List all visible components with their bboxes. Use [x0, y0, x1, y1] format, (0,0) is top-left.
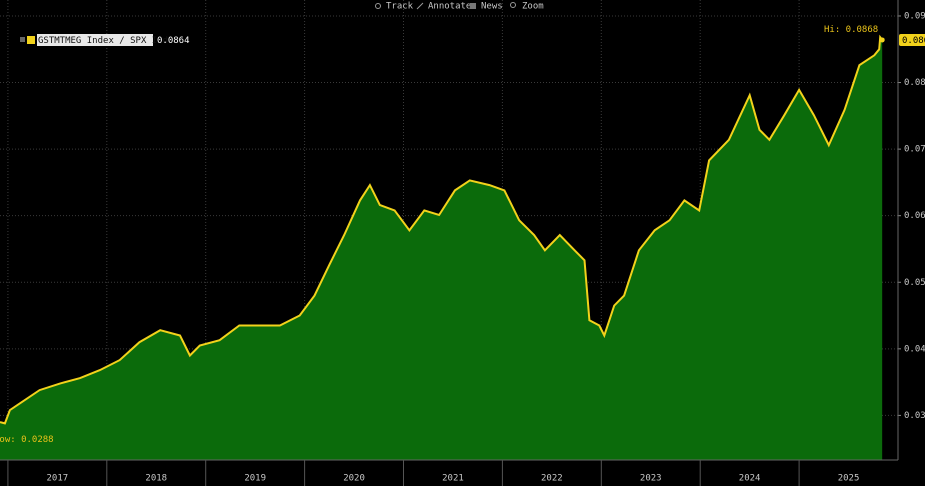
y-tick-label: 0.06	[904, 211, 925, 221]
low-annotation: Low: 0.0288	[0, 435, 54, 445]
x-tick-label: 2017	[47, 474, 69, 484]
toolbar-button[interactable]: Annotate	[428, 2, 471, 12]
toolbar-icon	[510, 2, 516, 8]
x-tick-label: 2025	[838, 474, 860, 484]
toolbar-icon	[470, 3, 476, 9]
legend-label[interactable]: GSTMTMEG Index / SPX Index	[38, 36, 179, 46]
high-annotation: Hi: 0.0868	[824, 25, 878, 35]
x-tick-label: 2018	[145, 474, 167, 484]
y-tick-label: 0.05	[904, 278, 925, 288]
line	[0, 34, 883, 425]
area	[0, 37, 883, 461]
x-tick-label: 2022	[541, 474, 563, 484]
last-value-tag	[899, 33, 925, 46]
x-tick-label: 2024	[739, 474, 761, 484]
x-tick-label: 2021	[442, 474, 464, 484]
y-tick-label: 0.03	[904, 411, 925, 421]
x-tick-label: 2019	[244, 474, 266, 484]
last-value-label: 0.0864	[902, 36, 925, 46]
toolbar-button[interactable]: Track	[386, 2, 414, 12]
legend-last-value: 0.0864	[157, 36, 190, 46]
y-tick-label: 0.07	[904, 145, 925, 155]
x-tick-label: 2023	[640, 474, 662, 484]
last-point	[879, 37, 885, 43]
toolbar-button[interactable]: News	[481, 2, 503, 12]
legend-handle	[20, 37, 25, 42]
y-tick-label: 0.04	[904, 344, 925, 354]
y-tick-label: 0.08	[904, 78, 925, 88]
toolbar-icon	[375, 3, 381, 9]
toolbar-icon	[416, 2, 424, 10]
x-tick-label: 2020	[343, 474, 365, 484]
y-tick-label: 0.09	[904, 11, 925, 21]
legend: GSTMTMEG Index / SPX Index 0.0864	[20, 34, 190, 46]
legend-swatch	[27, 36, 35, 44]
toolbar: Track Annotate News Zoom	[375, 2, 544, 12]
legend-highlight	[37, 34, 153, 46]
plot-area	[0, 0, 898, 461]
toolbar-button[interactable]: Zoom	[522, 2, 544, 12]
